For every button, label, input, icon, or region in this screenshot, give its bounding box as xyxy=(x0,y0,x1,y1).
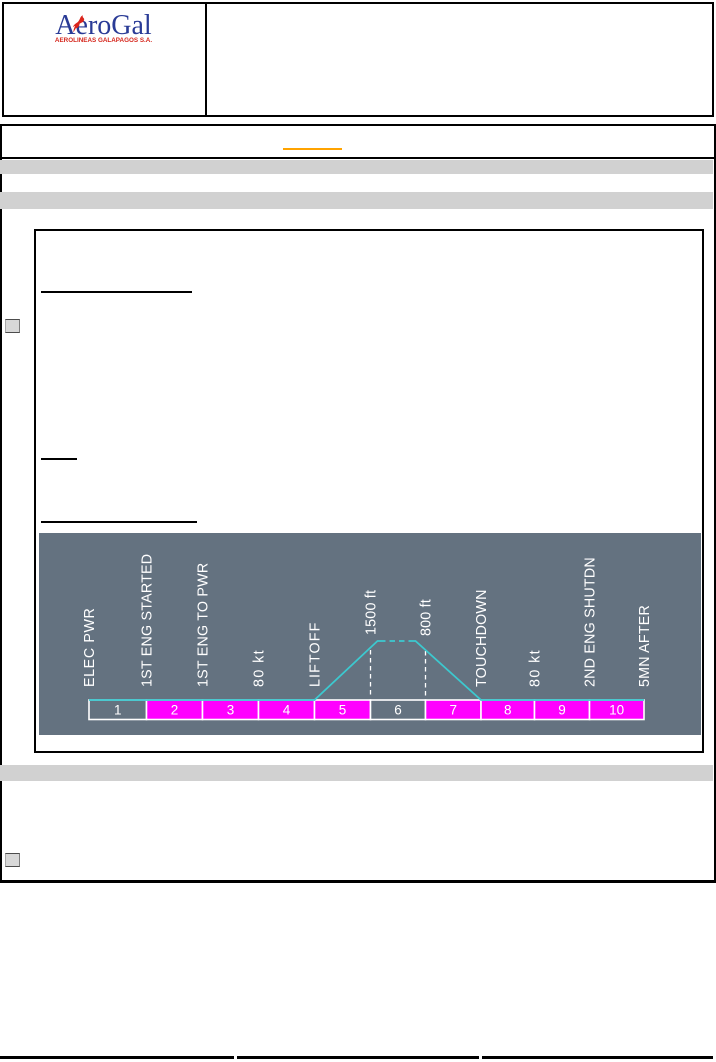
svg-text:800 ft: 800 ft xyxy=(419,599,435,636)
svg-text:80 kt: 80 kt xyxy=(528,649,544,687)
svg-text:1500 ft: 1500 ft xyxy=(364,590,380,635)
svg-text:5MN AFTER: 5MN AFTER xyxy=(637,605,653,687)
svg-text:LIFTOFF: LIFTOFF xyxy=(308,622,324,687)
svg-text:1ST ENG STARTED: 1ST ENG STARTED xyxy=(140,554,156,687)
svg-text:1: 1 xyxy=(114,703,122,718)
svg-text:2: 2 xyxy=(171,703,179,718)
svg-text:8: 8 xyxy=(504,703,512,718)
svg-text:1ST ENG TO PWR: 1ST ENG TO PWR xyxy=(196,563,212,687)
svg-text:7: 7 xyxy=(449,703,457,718)
svg-text:9: 9 xyxy=(558,703,566,718)
svg-text:6: 6 xyxy=(394,703,402,718)
svg-text:TOUCHDOWN: TOUCHDOWN xyxy=(474,589,490,687)
svg-text:2ND ENG SHUTDN: 2ND ENG SHUTDN xyxy=(583,557,599,687)
svg-text:3: 3 xyxy=(227,703,235,718)
svg-text:ELEC PWR: ELEC PWR xyxy=(82,608,98,687)
svg-text:5: 5 xyxy=(339,703,347,718)
svg-text:4: 4 xyxy=(283,703,291,718)
svg-text:10: 10 xyxy=(609,703,624,718)
svg-text:80 kt: 80 kt xyxy=(252,649,268,687)
